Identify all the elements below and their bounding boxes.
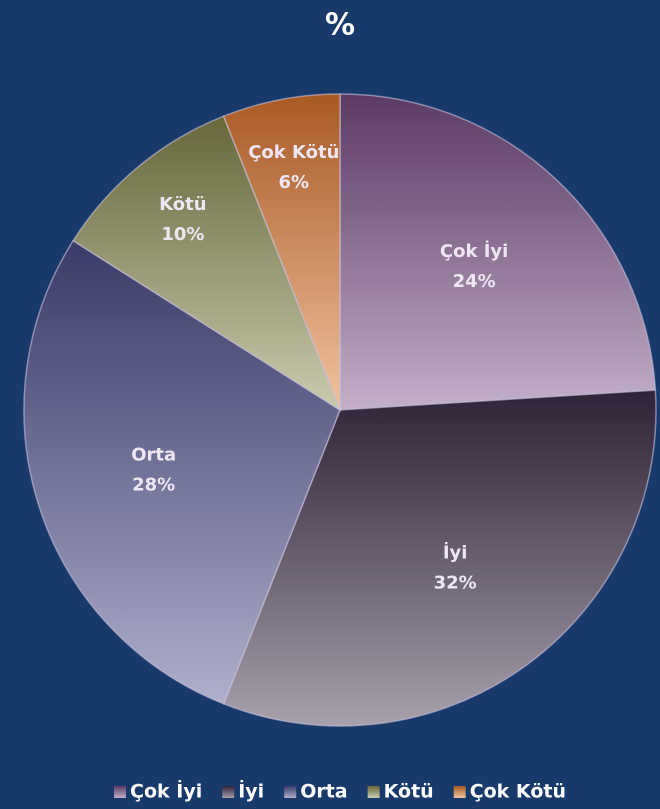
slice-category-label: Çok İyi [440,240,508,262]
legend-swatch [367,786,380,798]
legend-label: Çok Kötü [470,781,566,803]
slice-value-label: 24% [453,271,496,292]
legend-label: Kötü [384,781,434,803]
legend-swatch [114,786,126,798]
slice-value-label: 6% [279,172,310,193]
slice-category-label: Orta [131,445,176,466]
slice-value-label: 10% [161,224,204,245]
pie-slice [72,115,342,412]
slice-value-label: 28% [132,475,175,496]
pie-slice [222,389,657,727]
pie-slice [222,93,341,411]
legend-label: İyi [238,779,264,803]
slice-category-label: Kötü [159,194,206,215]
slice-value-label: 32% [434,573,477,594]
legend-label: Çok İyi [130,779,202,803]
legend-swatch [284,786,297,798]
legend-swatch [453,786,466,798]
chart-title: % [325,8,355,43]
legend-label: Orta [300,781,347,803]
slice-category-label: İyi [443,542,468,564]
legend-swatch [222,786,235,798]
pie-slice [23,239,341,705]
slice-category-label: Çok Kötü [248,142,339,163]
pie-slice [339,93,657,411]
